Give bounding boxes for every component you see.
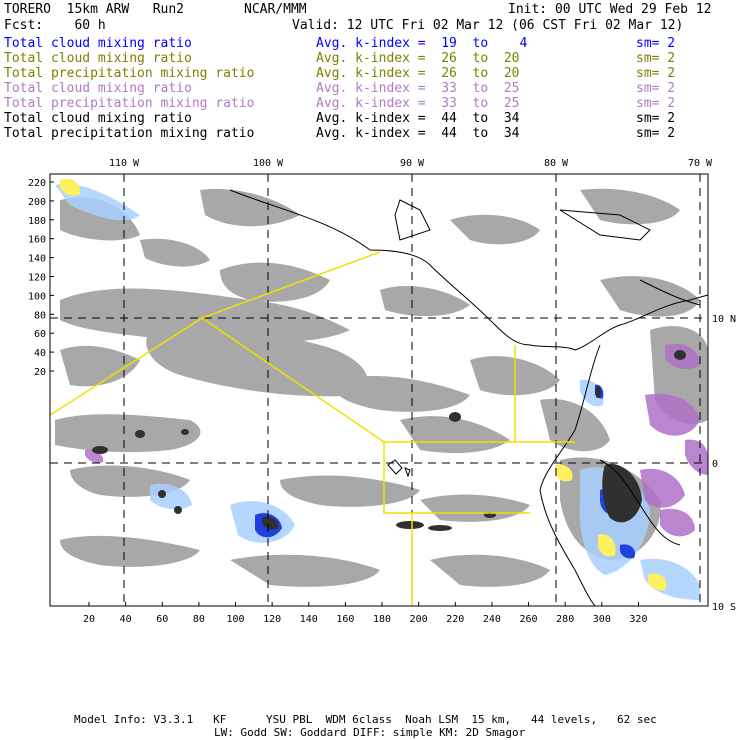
top-lon-label: 70 W xyxy=(688,158,713,169)
legend-smoothing: sm= 2 xyxy=(636,51,676,66)
legend-field-label: Total cloud mixing ratio xyxy=(4,51,192,66)
bottom-x-tick-label: 180 xyxy=(373,614,391,625)
left-y-tick-label: 80 xyxy=(34,310,46,321)
legend-kindex: Avg. k-index = 26 to 20 xyxy=(316,51,520,66)
legend-field-label: Total precipitation mixing ratio xyxy=(4,96,255,111)
top-lon-label: 80 W xyxy=(544,158,569,169)
legend-field-label: Total cloud mixing ratio xyxy=(4,36,192,51)
model-title: TORERO 15km ARW Run2 xyxy=(4,2,185,17)
top-lon-label: 90 W xyxy=(400,158,425,169)
bottom-x-tick-label: 120 xyxy=(263,614,281,625)
left-y-tick-label: 220 xyxy=(28,178,46,189)
legend-smoothing: sm= 2 xyxy=(636,36,676,51)
legend-smoothing: sm= 2 xyxy=(636,66,676,81)
bottom-x-tick-label: 300 xyxy=(593,614,611,625)
bottom-x-tick-label: 320 xyxy=(629,614,647,625)
lat-lon-grid xyxy=(50,174,708,606)
bottom-x-tick-label: 80 xyxy=(193,614,205,625)
map-plot: 110 W 100 W 90 W 80 W 70 W 10 N 0 10 S 220 200 180… xyxy=(28,158,736,625)
right-lat-label: 10 S xyxy=(712,602,736,613)
top-lon-label: 100 W xyxy=(253,158,284,169)
precip-purple-field xyxy=(85,343,708,537)
bottom-x-tick-label: 200 xyxy=(410,614,428,625)
bottom-x-tick-label: 280 xyxy=(556,614,574,625)
left-y-tick-label: 60 xyxy=(34,329,46,340)
bottom-x-tick-label: 260 xyxy=(520,614,538,625)
left-y-tick-label: 200 xyxy=(28,197,46,208)
left-y-tick-label: 140 xyxy=(28,254,46,265)
init-time: Init: 00 UTC Wed 29 Feb 12 xyxy=(508,2,712,17)
region-outlines xyxy=(50,251,575,606)
left-y-tick-label: 120 xyxy=(28,273,46,284)
bottom-x-tick-label: 140 xyxy=(300,614,318,625)
forecast-hour: Fcst: 60 h xyxy=(4,18,106,33)
bottom-x-tick-label: 160 xyxy=(336,614,354,625)
right-lat-label: 10 N xyxy=(712,314,736,325)
bottom-x-tick-label: 100 xyxy=(226,614,244,625)
bottom-x-tick-label: 20 xyxy=(83,614,95,625)
bottom-x-tick-label: 240 xyxy=(483,614,501,625)
legend-kindex: Avg. k-index = 44 to 34 xyxy=(316,126,520,141)
legend-smoothing: sm= 2 xyxy=(636,126,676,141)
left-y-tick-label: 20 xyxy=(34,367,46,378)
bottom-x-tick-label: 40 xyxy=(120,614,132,625)
top-lon-label: 110 W xyxy=(109,158,140,169)
org-label: NCAR/MMM xyxy=(244,2,307,17)
legend-smoothing: sm= 2 xyxy=(636,96,676,111)
coastline xyxy=(229,189,708,606)
left-y-tick-label: 160 xyxy=(28,235,46,246)
left-y-tick-label: 40 xyxy=(34,348,46,359)
plot-frame xyxy=(49,173,709,607)
legend-kindex: Avg. k-index = 44 to 34 xyxy=(316,111,520,126)
bottom-x-tick-label: 220 xyxy=(446,614,464,625)
left-y-tick-label: 100 xyxy=(28,291,46,302)
legend-field-label: Total cloud mixing ratio xyxy=(4,111,192,126)
legend-field-label: Total precipitation mixing ratio xyxy=(4,126,255,141)
precip-yellow-field xyxy=(60,178,667,591)
bottom-x-tick-label: 60 xyxy=(156,614,168,625)
legend-kindex: Avg. k-index = 26 to 20 xyxy=(316,66,520,81)
footer-model-info: Model Info: V3.3.1 KF YSU PBL WDM 6class… xyxy=(74,713,657,726)
valid-time: Valid: 12 UTC Fri 02 Mar 12 (06 CST Fri … xyxy=(292,18,684,33)
legend-kindex: Avg. k-index = 19 to 4 xyxy=(316,36,528,51)
legend-kindex: Avg. k-index = 33 to 25 xyxy=(316,96,520,111)
legend-smoothing: sm= 2 xyxy=(636,111,676,126)
legend-kindex: Avg. k-index = 33 to 25 xyxy=(316,81,520,96)
legend-smoothing: sm= 2 xyxy=(636,81,676,96)
legend-field-label: Total precipitation mixing ratio xyxy=(4,66,255,81)
right-lat-label: 0 xyxy=(712,459,718,470)
legend-field-label: Total cloud mixing ratio xyxy=(4,81,192,96)
left-y-tick-label: 180 xyxy=(28,216,46,227)
plot-area xyxy=(50,174,708,606)
footer-physics: LW: Godd SW: Goddard DIFF: simple KM: 2D… xyxy=(214,726,526,739)
cloud-dark-core xyxy=(92,350,686,531)
